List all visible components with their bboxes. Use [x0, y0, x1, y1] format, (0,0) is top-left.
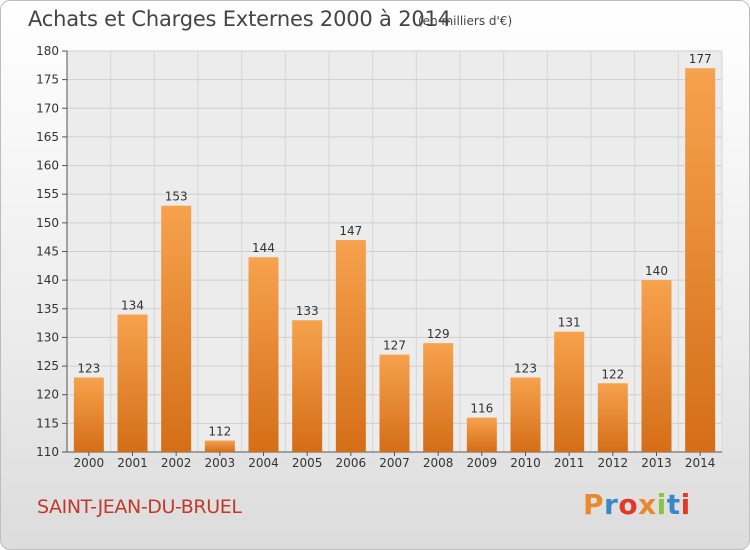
bar	[641, 280, 672, 452]
bar	[379, 354, 410, 452]
x-tick-label: 2002	[161, 456, 192, 470]
logo-letter: i	[656, 488, 667, 521]
x-tick-label: 2007	[379, 456, 410, 470]
logo-letter: r	[604, 488, 619, 521]
bar-value-label: 144	[252, 241, 275, 255]
bar	[117, 314, 148, 452]
proxiti-logo: Proxiti	[583, 488, 691, 521]
bar-value-label: 133	[296, 304, 319, 318]
bar	[292, 320, 323, 452]
y-tick-label: 175	[36, 73, 59, 87]
bar	[248, 257, 279, 452]
bars	[73, 68, 716, 452]
x-tick-label: 2012	[598, 456, 629, 470]
bar-value-label: 140	[645, 264, 668, 278]
x-tick-label: 2006	[336, 456, 367, 470]
x-tick-label: 2008	[423, 456, 454, 470]
bar-value-label: 123	[77, 362, 100, 376]
bar-value-label: 122	[601, 367, 624, 381]
bar-value-label: 116	[470, 402, 493, 416]
x-tick-label: 2013	[641, 456, 672, 470]
y-tick-label: 135	[36, 302, 59, 316]
logo-letter: i	[680, 488, 691, 521]
y-tick-label: 140	[36, 273, 59, 287]
bar	[161, 205, 192, 452]
bar-value-label: 177	[689, 52, 712, 66]
y-tick-label: 130	[36, 330, 59, 344]
bar-value-label: 147	[339, 224, 362, 238]
y-tick-label: 180	[36, 44, 59, 58]
y-tick-label: 155	[36, 187, 59, 201]
x-tick-label: 2009	[467, 456, 498, 470]
bar	[685, 68, 716, 452]
chart-subtitle: (en milliers d'€)	[418, 14, 513, 28]
bar-value-label: 131	[558, 316, 581, 330]
bar-value-label: 129	[427, 327, 450, 341]
logo-letter: t	[666, 488, 681, 521]
bar	[466, 417, 497, 452]
x-tick-label: 2000	[74, 456, 105, 470]
labels: 110 115 120 125 130 135 140 145 150 155 160 165 170 1…	[36, 44, 715, 470]
bar-value-label: 123	[514, 362, 537, 376]
y-tick-label: 110	[36, 445, 59, 459]
x-tick-label: 2001	[117, 456, 148, 470]
bar	[73, 377, 104, 452]
bar	[597, 383, 628, 452]
bar	[423, 343, 454, 452]
logo-letter: P	[583, 488, 605, 521]
place-name: SAINT-JEAN-DU-BRUEL	[37, 496, 242, 518]
y-tick-label: 120	[36, 388, 59, 402]
chart-title: Achats et Charges Externes 2000 à 2014	[28, 7, 451, 31]
y-tick-label: 125	[36, 359, 59, 373]
bar	[554, 331, 585, 452]
bar-value-label: 134	[121, 299, 144, 313]
logo-letter: o	[618, 488, 639, 521]
bar	[335, 240, 366, 452]
x-tick-label: 2011	[554, 456, 585, 470]
x-tick-label: 2003	[205, 456, 236, 470]
bar-value-label: 127	[383, 339, 406, 353]
y-tick-label: 115	[36, 416, 59, 430]
y-tick-label: 160	[36, 159, 59, 173]
y-tick-label: 170	[36, 101, 59, 115]
bar	[204, 440, 235, 452]
x-tick-label: 2005	[292, 456, 323, 470]
bar	[510, 377, 541, 452]
x-tick-label: 2014	[685, 456, 716, 470]
y-tick-label: 145	[36, 245, 59, 259]
y-tick-label: 150	[36, 216, 59, 230]
x-tick-label: 2004	[248, 456, 279, 470]
bar-value-label: 112	[208, 425, 231, 439]
y-tick-label: 165	[36, 130, 59, 144]
bar-value-label: 153	[165, 190, 188, 204]
logo-letter: x	[638, 488, 657, 521]
x-tick-label: 2010	[510, 456, 541, 470]
